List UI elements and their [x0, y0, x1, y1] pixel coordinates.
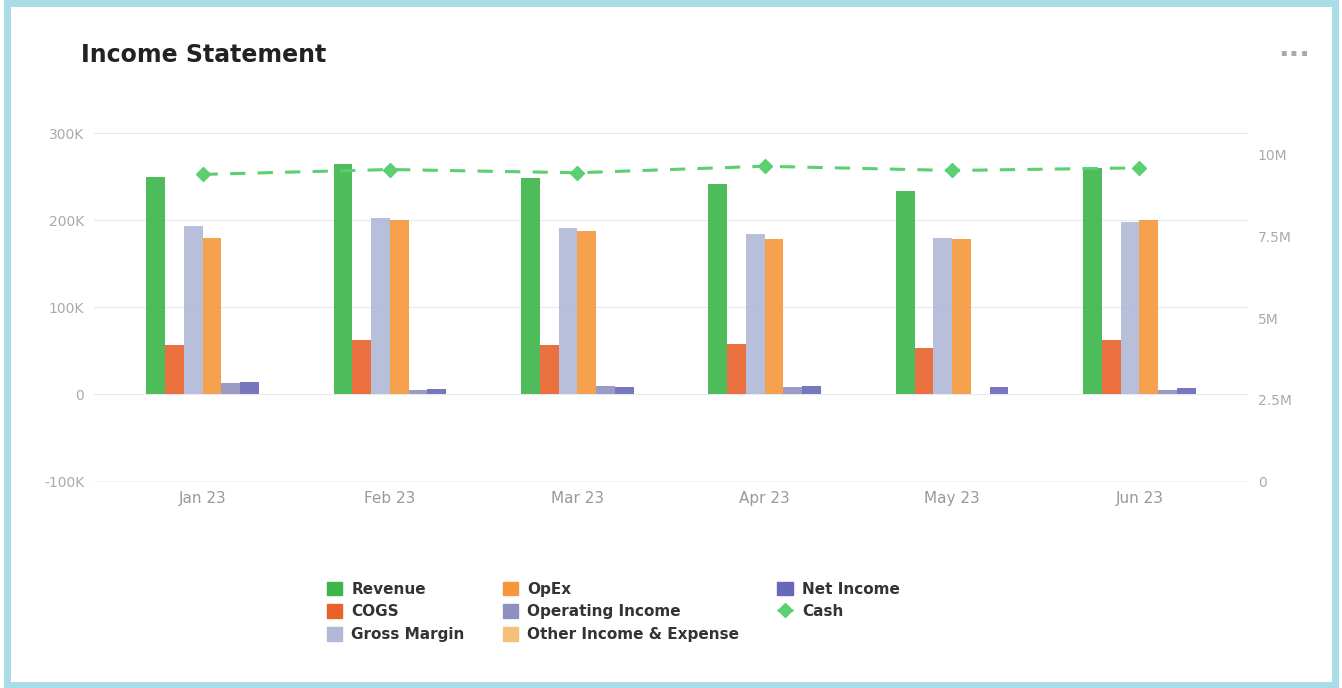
Legend: Revenue, COGS, Gross Margin, OpEx, Operating Income, Other Income & Expense, Net: Revenue, COGS, Gross Margin, OpEx, Opera… [321, 576, 906, 648]
Bar [558, 228, 577, 394]
Bar [1102, 341, 1121, 394]
Text: Income Statement: Income Statement [81, 43, 326, 67]
Bar [184, 226, 203, 394]
Bar [353, 340, 372, 394]
Bar [709, 184, 727, 394]
Bar [577, 230, 596, 394]
Bar [803, 386, 821, 394]
Bar [765, 239, 784, 394]
Bar [372, 218, 391, 394]
Bar [1158, 390, 1177, 394]
Bar [784, 387, 803, 394]
Bar [951, 239, 970, 394]
Bar [1177, 388, 1196, 394]
Bar [896, 191, 914, 394]
Bar [1121, 222, 1139, 394]
Bar [334, 164, 353, 394]
Bar [165, 345, 184, 394]
Bar [539, 345, 558, 394]
Bar [914, 348, 933, 394]
Bar [615, 387, 633, 394]
Bar [933, 237, 951, 394]
Bar [391, 220, 409, 394]
Bar [409, 390, 428, 394]
Text: ···: ··· [1278, 41, 1310, 69]
Bar [428, 389, 446, 394]
Bar [521, 178, 539, 394]
Bar [203, 237, 221, 394]
Bar [221, 383, 240, 394]
Bar [1139, 220, 1158, 394]
Bar [240, 383, 259, 394]
Bar [1083, 168, 1102, 394]
Bar [146, 177, 165, 394]
Bar [989, 387, 1008, 394]
Bar [746, 234, 765, 394]
Bar [727, 344, 746, 394]
Bar [596, 386, 615, 394]
